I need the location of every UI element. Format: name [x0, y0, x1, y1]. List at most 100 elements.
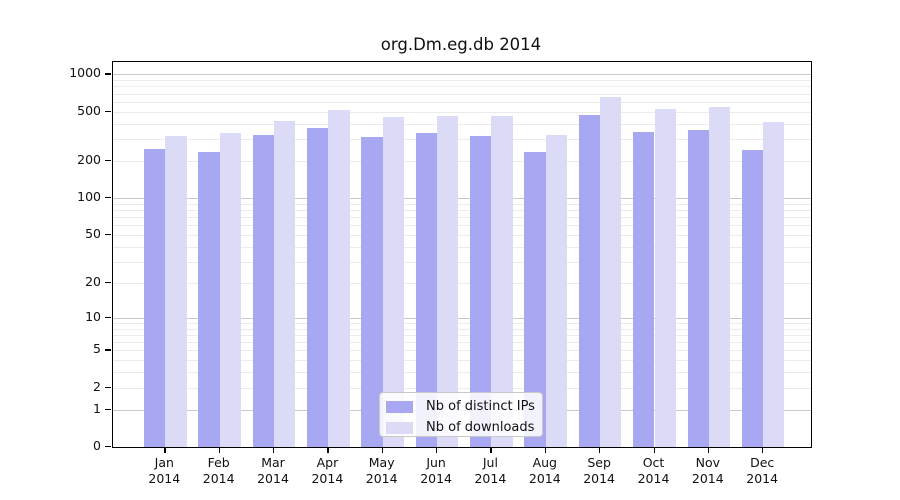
x-axis-tick [218, 447, 220, 453]
gridline [113, 246, 811, 248]
x-axis-tick [762, 447, 764, 453]
x-axis-tick-label-apr: Apr 2014 [311, 455, 344, 486]
gridline [113, 217, 811, 219]
bar-distinct-ips-feb [198, 151, 220, 447]
bar-downloads-jan [165, 135, 187, 447]
x-axis-tick-label-jan: Jan 2014 [148, 455, 181, 486]
gridline [113, 328, 811, 330]
y-axis-tick-label: 10 [85, 308, 101, 324]
y-axis-tick [105, 349, 111, 351]
gridline [113, 111, 811, 113]
gridline [113, 198, 811, 200]
bar-distinct-ips-may [361, 136, 383, 447]
gridline [113, 210, 811, 211]
bar-downloads-jun [437, 116, 459, 447]
gridline [113, 387, 811, 389]
bar-distinct-ips-jan [144, 149, 166, 447]
bar-downloads-jul [491, 116, 513, 447]
y-axis-tick [105, 233, 111, 236]
gridline [113, 334, 811, 336]
bar-downloads-mar [274, 121, 296, 447]
x-axis-tick [544, 447, 547, 453]
y-axis-tick [105, 316, 111, 318]
y-axis-tick-label: 1 [93, 400, 101, 416]
legend-label-downloads: Nb of downloads [426, 420, 535, 435]
y-axis-tick [105, 110, 111, 112]
legend-item-downloads: Nb of downloads [386, 421, 542, 435]
gridline [113, 101, 811, 103]
x-axis-tick [707, 447, 710, 453]
y-axis-tick [105, 73, 111, 75]
legend-swatch-distinct-ips [386, 401, 413, 413]
legend-swatch-downloads [386, 422, 413, 434]
y-axis-tick [105, 197, 111, 199]
bar-distinct-ips-nov [687, 129, 709, 447]
x-axis-tick [381, 447, 383, 453]
gridline [113, 360, 811, 362]
gridline [113, 123, 811, 125]
gridline [113, 80, 811, 81]
plot-area [112, 61, 812, 448]
bar-downloads-may [382, 117, 404, 447]
y-axis-tick-label: 2 [93, 378, 101, 394]
x-axis-tick-label-feb: Feb 2014 [202, 455, 235, 486]
gridline [113, 86, 811, 88]
x-axis-tick-label-oct: Oct 2014 [637, 455, 670, 486]
bar-distinct-ips-dec [741, 150, 764, 447]
y-axis-tick [105, 446, 111, 448]
y-axis-tick-label: 50 [85, 225, 101, 241]
y-axis-tick [105, 386, 111, 388]
gridline [113, 342, 811, 343]
gridline [113, 322, 811, 324]
legend: Nb of distinct IPs Nb of downloads [379, 392, 543, 437]
gridline [113, 372, 811, 374]
gridline [113, 160, 811, 162]
y-axis-tick-label: 1000 [69, 65, 101, 81]
x-axis-tick-label-sep: Sep 2014 [583, 455, 615, 486]
bar-distinct-ips-mar [252, 135, 274, 447]
y-axis-tick-label: 500 [77, 102, 101, 118]
gridline [113, 74, 811, 76]
x-axis-tick-label-jul: Jul 2014 [474, 455, 507, 486]
gridline [113, 350, 811, 352]
bar-distinct-ips-jun [415, 133, 438, 447]
y-axis-tick-label: 200 [77, 151, 101, 167]
bar-distinct-ips-aug [524, 152, 546, 447]
bar-downloads-nov [708, 106, 731, 447]
x-axis-tick [164, 447, 166, 453]
x-axis-tick [436, 447, 438, 453]
x-axis-tick-label-dec: Dec 2014 [746, 455, 779, 486]
bar-downloads-sep [600, 96, 622, 447]
y-axis-tick-label: 0 [93, 438, 101, 453]
x-axis-tick [653, 447, 655, 453]
gridline [113, 234, 811, 236]
x-axis-tick-label-mar: Mar 2014 [257, 455, 289, 486]
bar-downloads-feb [219, 132, 241, 447]
bar-distinct-ips-apr [307, 128, 329, 447]
x-axis-tick-label-may: May 2014 [365, 455, 398, 486]
gridline [113, 282, 811, 284]
x-axis-tick [599, 447, 601, 453]
x-axis-tick [273, 447, 275, 453]
x-axis-tick-label-nov: Nov 2014 [691, 455, 724, 486]
x-axis-tick-label-aug: Aug 2014 [528, 455, 561, 486]
bar-downloads-aug [545, 134, 568, 447]
bar-downloads-oct [654, 108, 676, 447]
y-axis-tick-label: 20 [85, 273, 101, 289]
bar-distinct-ips-oct [633, 132, 655, 447]
gridline [113, 139, 811, 141]
bar-downloads-dec [763, 121, 785, 447]
x-axis-tick-label-jun: Jun 2014 [420, 455, 452, 486]
bar-distinct-ips-sep [578, 115, 601, 447]
gridline [113, 93, 811, 95]
gridline [113, 317, 811, 319]
x-axis-tick [490, 447, 492, 453]
legend-label-distinct-ips: Nb of distinct IPs [426, 399, 535, 414]
legend-item-distinct-ips: Nb of distinct IPs [386, 400, 542, 414]
x-axis-tick [327, 447, 329, 453]
y-axis-tick [105, 281, 111, 284]
y-axis-tick-label: 5 [93, 341, 101, 357]
y-axis-tick [105, 408, 111, 410]
gridline [113, 261, 811, 263]
